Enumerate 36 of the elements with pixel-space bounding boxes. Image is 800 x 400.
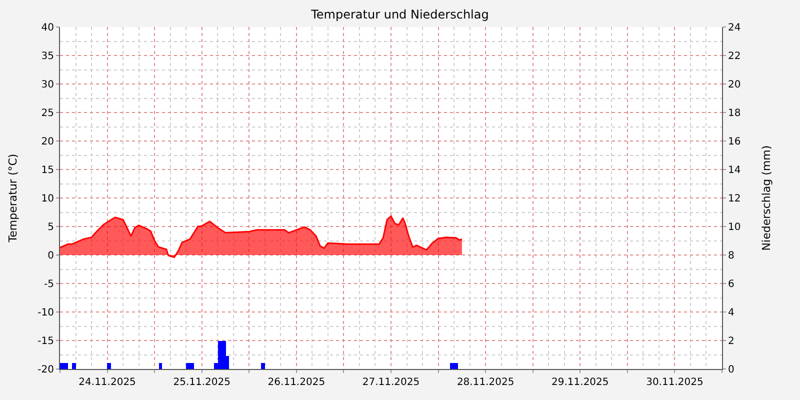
chart-title: Temperatur und Niederschlag — [310, 7, 489, 22]
y-tick-label: 10 — [41, 194, 54, 204]
y-tick-label: -20 — [38, 364, 54, 376]
y2-tick-label: 18 — [728, 108, 741, 119]
y2-tick-label: 10 — [728, 222, 741, 233]
y-axis-title: Temperatur (°C) — [6, 154, 20, 244]
y-tick-label: 20 — [41, 136, 54, 148]
y2-tick-label: 0 — [728, 364, 734, 376]
x-tick-label: 26.11.2025 — [268, 377, 326, 388]
y-tick-label: 15 — [41, 165, 54, 176]
y2-tick-label: 14 — [728, 165, 741, 176]
y-tick-label: -5 — [44, 279, 54, 290]
y2-tick-label: 4 — [728, 308, 734, 318]
y-tick-label: 5 — [48, 222, 54, 233]
y2-axis-title: Niederschlag (mm) — [760, 145, 773, 251]
y-tick-label: -15 — [38, 336, 54, 347]
y-tick-label: 35 — [41, 51, 54, 62]
x-tick-label: 28.11.2025 — [456, 377, 514, 388]
y-tick-label: 30 — [41, 80, 54, 90]
x-tick-label: 30.11.2025 — [646, 377, 704, 388]
y-tick-label: -10 — [38, 308, 54, 318]
x-tick-label: 25.11.2025 — [173, 377, 230, 388]
x-tick-label: 27.11.2025 — [362, 377, 420, 388]
y2-tick-label: 22 — [728, 51, 741, 62]
y2-tick-label: 16 — [728, 136, 741, 148]
x-tick-label: 29.11.2025 — [552, 377, 609, 388]
y2-tick-label: 6 — [728, 279, 734, 290]
y2-tick-label: 8 — [728, 250, 734, 262]
y2-tick-label: 24 — [728, 22, 741, 34]
y2-tick-label: 20 — [728, 80, 741, 90]
x-tick-label: 24.11.2025 — [78, 377, 136, 388]
y2-tick-label: 12 — [728, 194, 741, 204]
y2-tick-label: 2 — [728, 336, 734, 347]
y-tick-label: 40 — [41, 22, 54, 34]
y-tick-label: 25 — [41, 108, 54, 119]
y-tick-label: 0 — [48, 250, 54, 262]
